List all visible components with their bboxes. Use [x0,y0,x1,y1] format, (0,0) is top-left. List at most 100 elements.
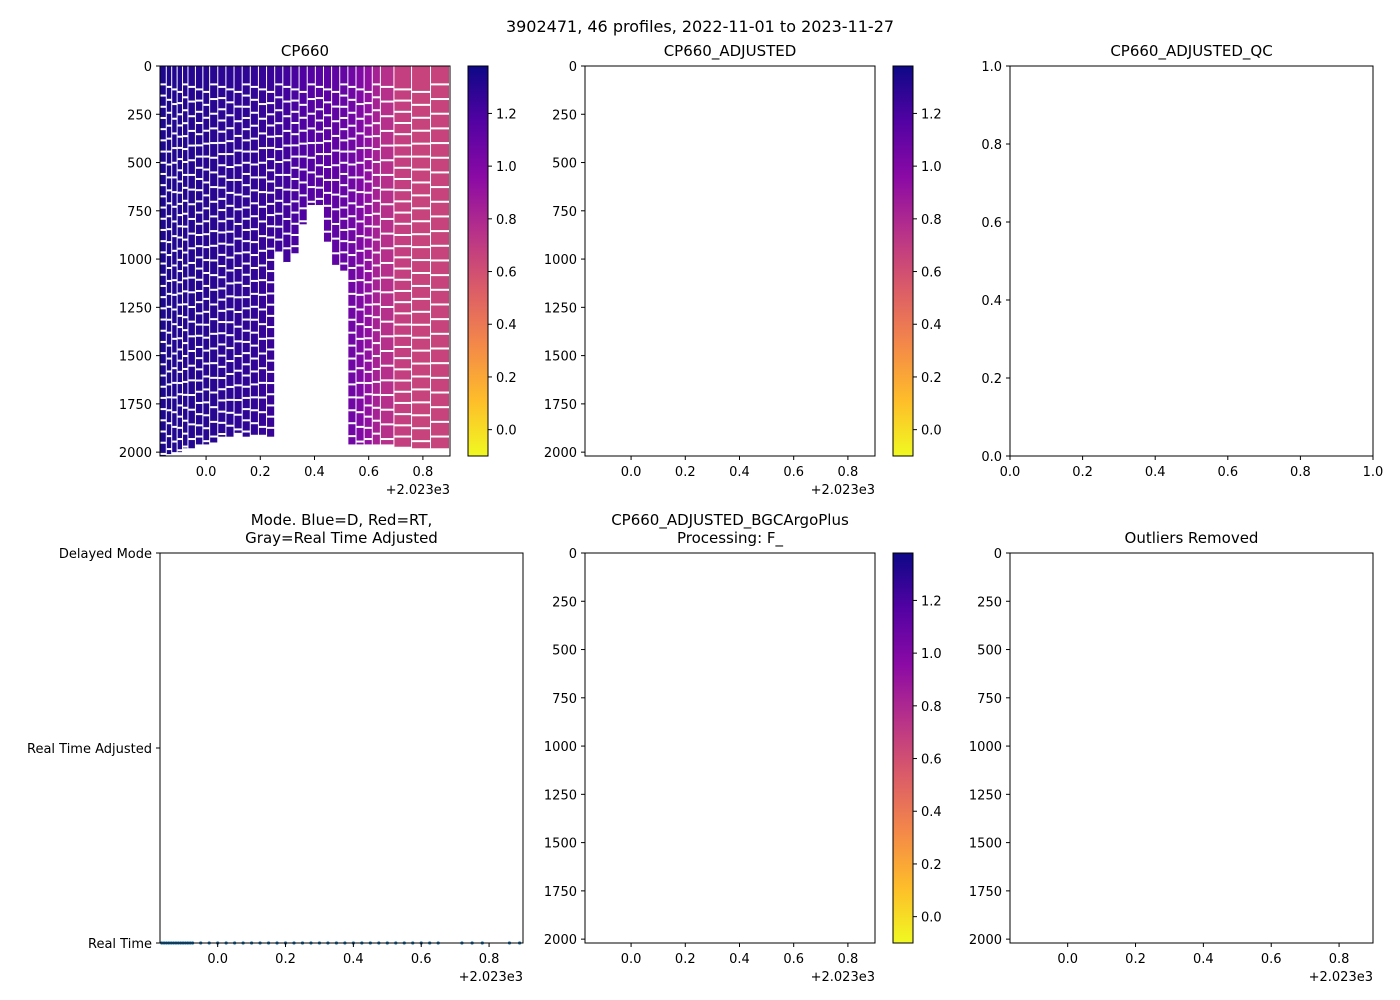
heatmap-gap [323,140,333,143]
heatmap-gap [234,281,243,284]
heatmap-gap [160,374,167,377]
heatmap-gap [364,438,373,441]
heatmap-gap [210,186,219,189]
heatmap-gap [356,279,365,282]
heatmap-gap [177,382,184,385]
heatmap-gap [412,181,432,184]
heatmap-gap [412,284,432,287]
heatmap-gap [242,396,251,399]
heatmap-gap [364,393,373,396]
panel-title: CP660_ADJUSTED [664,42,797,61]
heatmap-gap [218,309,227,312]
heatmap-gap [166,111,173,114]
heatmap-gap [183,342,189,345]
heatmap-gap [195,289,204,292]
heatmap-gap [210,288,219,291]
x-tick-label: 0.4 [343,952,364,967]
heatmap-gap [364,337,373,340]
heatmap-gap [283,217,292,220]
heatmap-gap [258,323,268,326]
heatmap-gap [283,100,292,103]
heatmap-gap [166,409,173,412]
heatmap-gap [431,332,450,335]
heatmap-gap [234,237,243,240]
heatmap-gap [172,147,178,150]
heatmap-gap [275,122,284,125]
colorbar-tick-label: 0.6 [921,753,942,768]
heatmap-gap [242,296,251,299]
heatmap-gap [340,150,349,153]
heatmap-gap [250,202,259,205]
heatmap-gap [250,228,259,231]
heatmap-gap [166,305,173,308]
y-tick-label: 500 [977,644,1002,659]
heatmap-gap [218,119,227,122]
heatmap-gap [242,318,251,321]
heatmap-gap [160,329,167,332]
heatmap-gap [188,173,196,176]
heatmap-gap [195,144,204,147]
heatmap-gap [210,127,219,130]
heatmap-gap [166,228,173,231]
heatmap-gap [348,370,357,373]
heatmap-gap [332,178,341,181]
x-tick-label: 0.2 [250,465,271,480]
heatmap-gap [177,169,184,172]
heatmap-gap [364,348,373,351]
heatmap-gap [250,215,259,218]
axes-frame [159,552,524,944]
heatmap-gap [412,297,432,300]
heatmap-gap [172,132,178,135]
y-tick-label: 500 [552,157,577,172]
x-tick-label: 0.0 [196,465,217,480]
heatmap-gap [226,217,235,220]
heatmap-gap [242,206,251,209]
heatmap-gap [275,199,284,202]
y-tick-label: 1000 [969,740,1002,755]
heatmap-gap [218,321,227,324]
heatmap-gap [242,184,251,187]
heatmap-gap [166,241,173,244]
heatmap-gap [332,252,341,255]
x-tick-label: 0.2 [1125,952,1146,967]
heatmap-gap [267,426,276,429]
heatmap-gap [332,208,341,211]
heatmap-gap [372,122,381,125]
heatmap-gap [283,203,292,206]
heatmap-gap [203,284,211,287]
heatmap-gap [412,207,432,210]
heatmap-gap [203,220,211,223]
heatmap-gap [348,344,357,347]
heatmap-gap [183,290,189,293]
heatmap-gap [431,83,450,86]
heatmap-gap [412,220,432,223]
heatmap-gap [431,376,450,379]
heatmap-gap [348,331,357,334]
heatmap-gap [177,258,184,261]
x-tick-label: 1.0 [1363,465,1384,480]
heatmap-gap [364,146,373,149]
heatmap-gap [166,202,173,205]
heatmap-gap [177,404,184,407]
heatmap-gap [348,137,357,140]
colorbar-tick-label: 0.2 [921,371,942,386]
heatmap-gap [166,163,173,166]
colorbar-tick-label: 0.4 [921,805,942,820]
heatmap-gap [195,278,204,281]
heatmap-gap [356,411,365,414]
heatmap-gap [210,420,219,423]
heatmap-gap [250,331,259,334]
heatmap-gap [195,121,204,124]
heatmap-gap [267,247,276,250]
heatmap-gap [394,357,413,360]
heatmap-gap [380,291,395,294]
heatmap-gap [299,194,308,197]
heatmap-gap [275,96,284,99]
heatmap-gap [431,288,450,291]
heatmap-gap [394,233,413,236]
heatmap-gap [332,120,341,123]
heatmap-gap [275,148,284,151]
heatmap-gap [160,139,167,142]
heatmap-gap [218,253,227,256]
